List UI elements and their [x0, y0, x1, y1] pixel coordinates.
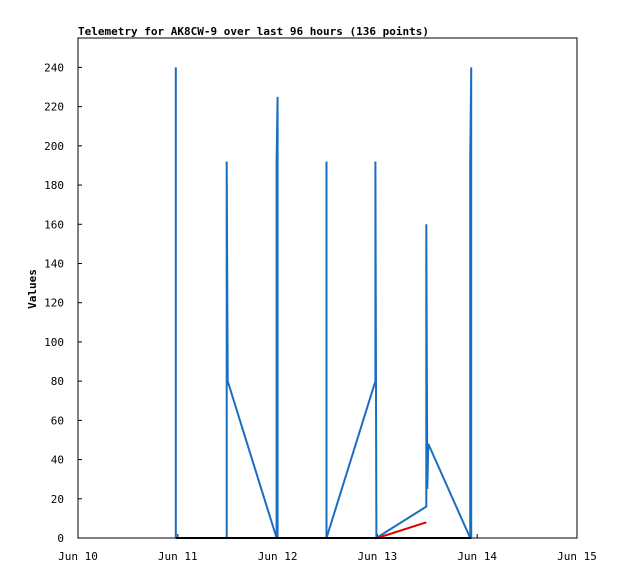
y-tick-label: 100: [44, 336, 64, 349]
y-tick-label: 0: [57, 532, 64, 545]
y-tick-label: 60: [51, 414, 64, 427]
y-tick-label: 240: [44, 61, 64, 74]
y-tick-label: 140: [44, 257, 64, 270]
x-tick-label: Jun 12: [258, 550, 298, 563]
y-tick-label: 160: [44, 218, 64, 231]
x-tick-label: Jun 11: [158, 550, 198, 563]
x-tick-label: Jun 15: [557, 550, 597, 563]
x-tick-label: Jun 14: [457, 550, 497, 563]
series-line: [377, 521, 427, 539]
y-tick-label: 220: [44, 101, 64, 114]
series-line: [174, 67, 473, 540]
x-tick-label: Jun 13: [358, 550, 398, 563]
y-tick-label: 120: [44, 297, 64, 310]
y-tick-label: 180: [44, 179, 64, 192]
y-axis-label: Values: [26, 269, 39, 309]
y-tick-label: 40: [51, 454, 64, 467]
y-tick-label: 20: [51, 493, 64, 506]
chart-title: Telemetry for AK8CW-9 over last 96 hours…: [78, 25, 429, 38]
x-tick-label: Jun 10: [58, 550, 98, 563]
y-tick-label: 200: [44, 140, 64, 153]
y-tick-label: 80: [51, 375, 64, 388]
